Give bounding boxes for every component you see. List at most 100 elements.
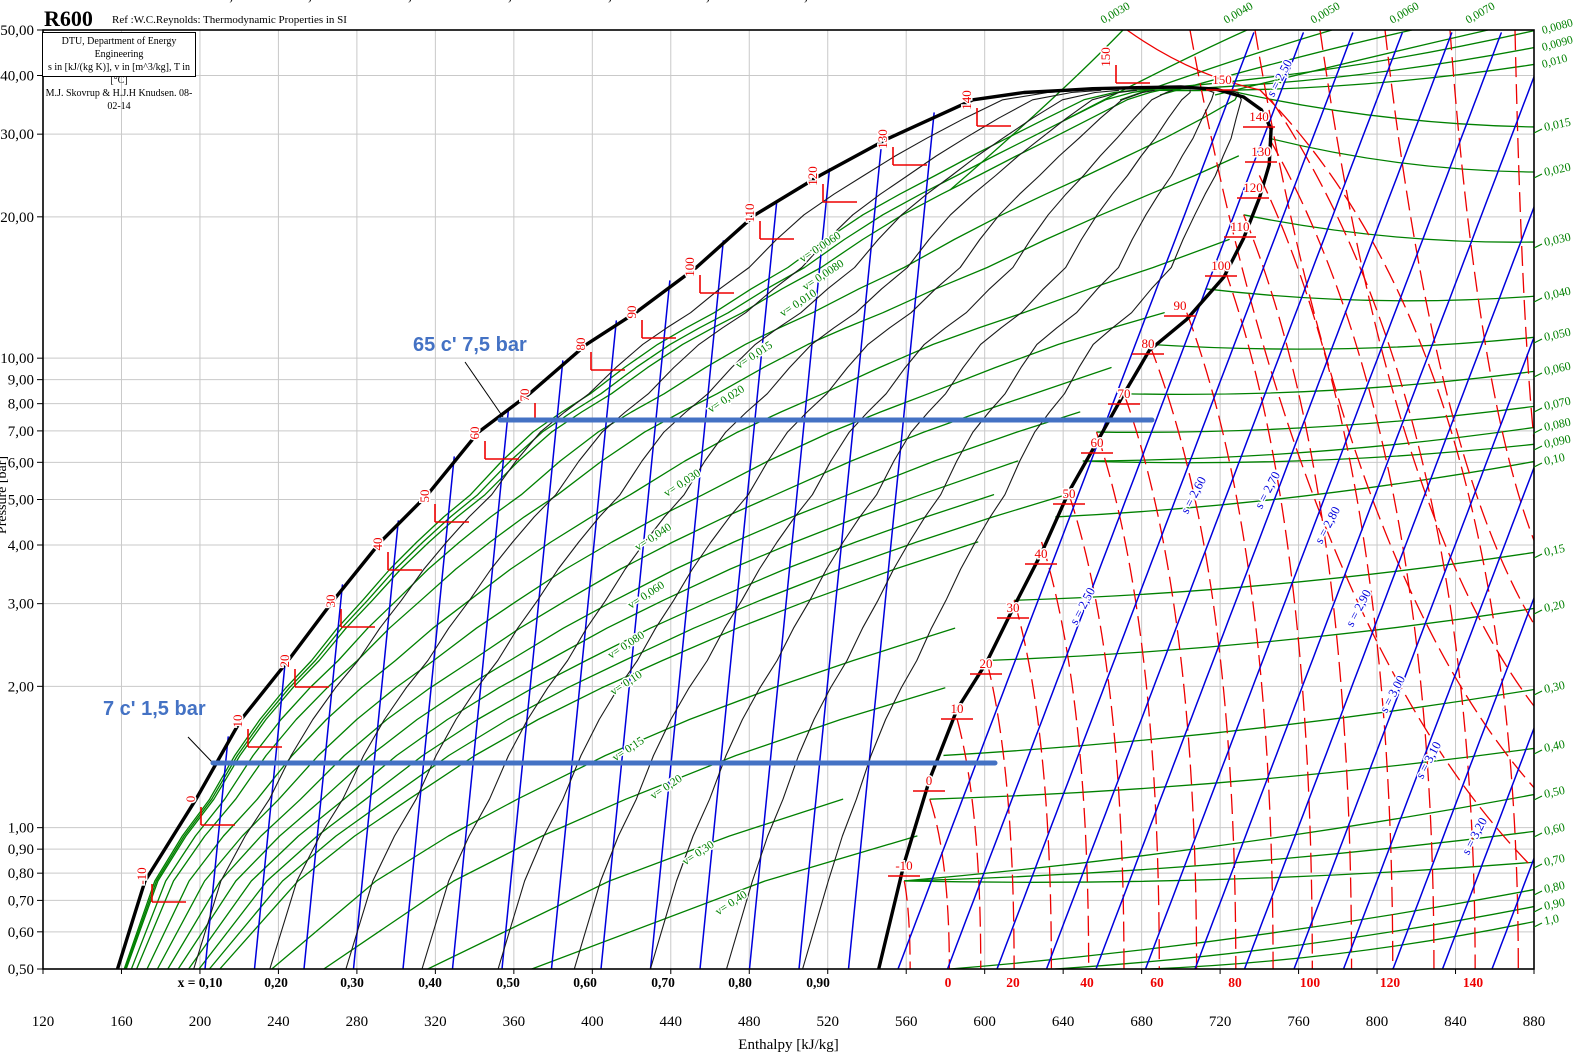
svg-text:120: 120 <box>805 166 820 186</box>
svg-text:0,0060: 0,0060 <box>1388 0 1422 26</box>
svg-text:0,070: 0,070 <box>1543 394 1572 413</box>
svg-text:x = 0,10: x = 0,10 <box>178 975 223 990</box>
svg-text:6,00: 6,00 <box>8 455 34 471</box>
svg-text:840: 840 <box>1444 1014 1467 1030</box>
svg-text:100: 100 <box>682 257 697 277</box>
info-line-2: s in [kJ/(kg K)], v in [m^3/kg], T in [°… <box>47 62 191 86</box>
svg-text:880: 880 <box>1523 1014 1546 1030</box>
svg-text:0,80: 0,80 <box>8 866 34 882</box>
svg-text:0,90: 0,90 <box>1543 895 1566 913</box>
svg-text:50,00: 50,00 <box>0 23 34 39</box>
svg-text:120: 120 <box>32 1014 55 1030</box>
svg-text:5,00: 5,00 <box>8 493 34 509</box>
svg-text:0,0070: 0,0070 <box>1464 0 1498 26</box>
svg-text:150: 150 <box>1098 47 1113 67</box>
svg-text:40: 40 <box>1080 975 1094 990</box>
svg-text:v= 0,015: v= 0,015 <box>734 339 775 372</box>
svg-text:0,40: 0,40 <box>1543 737 1566 755</box>
svg-text:0,20: 0,20 <box>1543 597 1566 615</box>
info-line-3: M.J. Skovrup & H.J.H Knudsen. 08-02-14 <box>45 88 193 112</box>
svg-text:Enthalpy [kJ/kg]: Enthalpy [kJ/kg] <box>738 1037 838 1053</box>
svg-text:10: 10 <box>230 715 245 728</box>
svg-text:40: 40 <box>370 538 385 551</box>
svg-text:0,50: 0,50 <box>8 962 34 978</box>
svg-text:30,00: 30,00 <box>0 127 34 143</box>
svg-text:0,90: 0,90 <box>806 975 830 990</box>
annotation-condensing-label: 65 c' 7,5 bar <box>413 334 527 356</box>
svg-text:360: 360 <box>503 1014 526 1030</box>
svg-text:520: 520 <box>816 1014 839 1030</box>
svg-text:2,00: 2,00 <box>698 0 726 4</box>
svg-text:440: 440 <box>660 1014 683 1030</box>
svg-text:0,80: 0,80 <box>1543 878 1566 896</box>
isotherm-curves <box>903 30 1534 969</box>
svg-text:280: 280 <box>346 1014 369 1030</box>
svg-text:150: 150 <box>1212 72 1232 87</box>
svg-text:0: 0 <box>926 773 933 788</box>
svg-text:0,20: 0,20 <box>264 975 288 990</box>
svg-text:20,00: 20,00 <box>0 210 34 226</box>
svg-text:200: 200 <box>189 1014 212 1030</box>
svg-text:130: 130 <box>875 129 890 149</box>
svg-text:100: 100 <box>1211 258 1231 273</box>
svg-text:0,0030: 0,0030 <box>1099 0 1133 26</box>
svg-text:0,010: 0,010 <box>1541 53 1569 71</box>
svg-text:30: 30 <box>1007 600 1020 615</box>
isochore-curves <box>123 30 1534 969</box>
svg-text:0,30: 0,30 <box>340 975 364 990</box>
svg-text:0,70: 0,70 <box>651 975 675 990</box>
svg-text:0,30: 0,30 <box>1543 678 1566 696</box>
svg-text:120: 120 <box>1243 180 1263 195</box>
svg-text:-10: -10 <box>895 858 912 873</box>
svg-text:240: 240 <box>267 1014 290 1030</box>
svg-text:0,15: 0,15 <box>1543 541 1566 559</box>
svg-text:0,10: 0,10 <box>1543 450 1566 468</box>
svg-text:s = 2,50: s = 2,50 <box>1067 585 1098 627</box>
svg-text:60: 60 <box>467 427 482 440</box>
svg-text:s = 3,20: s = 3,20 <box>1459 815 1490 857</box>
svg-text:50: 50 <box>1063 486 1076 501</box>
svg-text:1,60: 1,60 <box>500 0 528 4</box>
svg-text:0,020: 0,020 <box>1543 160 1572 179</box>
svg-text:0,60: 0,60 <box>8 925 34 941</box>
svg-text:7,00: 7,00 <box>8 424 34 440</box>
svg-text:0,90: 0,90 <box>8 842 34 858</box>
svg-text:20: 20 <box>1006 975 1020 990</box>
svg-text:760: 760 <box>1287 1014 1310 1030</box>
svg-text:0,050: 0,050 <box>1543 325 1572 344</box>
svg-text:s = 3,00: s = 3,00 <box>1377 673 1408 715</box>
svg-text:60: 60 <box>1150 975 1164 990</box>
svg-text:140: 140 <box>959 90 974 110</box>
svg-text:130: 130 <box>1251 144 1271 159</box>
svg-text:v= 0,040: v= 0,040 <box>633 521 674 554</box>
svg-text:120: 120 <box>1380 975 1401 990</box>
svg-text:0: 0 <box>183 796 198 803</box>
svg-text:v= 0,10: v= 0,10 <box>608 669 644 698</box>
svg-text:s = 1,00: s = 1,00 <box>198 0 249 4</box>
svg-text:40,00: 40,00 <box>0 68 34 84</box>
svg-text:9,00: 9,00 <box>8 373 34 389</box>
isentrope-labels: s = 2,50s = 2,60 s = 2,70s = 2,80s = 2,50… <box>1065 56 1491 859</box>
svg-text:v= 0,15: v= 0,15 <box>610 735 646 764</box>
saturation-dome-curve <box>115 85 1273 969</box>
svg-text:0,70: 0,70 <box>1543 851 1566 869</box>
reference-text: Ref :W.C.Reynolds: Thermodynamic Propert… <box>112 14 347 26</box>
svg-text:1,40: 1,40 <box>400 0 428 4</box>
annotation-evaporating-label: 7 c' 1,5 bar <box>103 698 206 720</box>
annotation-lines <box>187 361 1155 766</box>
quality-curves <box>193 89 1242 969</box>
svg-text:680: 680 <box>1130 1014 1153 1030</box>
svg-text:140: 140 <box>1463 975 1484 990</box>
svg-text:70: 70 <box>517 389 532 402</box>
svg-text:100: 100 <box>1300 975 1321 990</box>
info-box: DTU, Department of Energy Engineering s … <box>42 32 196 112</box>
axis-labels: 50,00 40,00 30,00 20,00 10,00 9,00 8,00 7,00 6,0… <box>0 23 1545 1053</box>
info-line-1: DTU, Department of Energy Engineering <box>61 36 177 60</box>
svg-text:640: 640 <box>1052 1014 1075 1030</box>
svg-text:1,00: 1,00 <box>8 821 34 837</box>
svg-text:s = 2,80: s = 2,80 <box>1312 504 1343 546</box>
svg-text:2,20: 2,20 <box>796 0 824 4</box>
svg-text:v= 0,20: v= 0,20 <box>648 773 684 802</box>
svg-text:600: 600 <box>973 1014 996 1030</box>
svg-text:0,70: 0,70 <box>8 893 34 909</box>
